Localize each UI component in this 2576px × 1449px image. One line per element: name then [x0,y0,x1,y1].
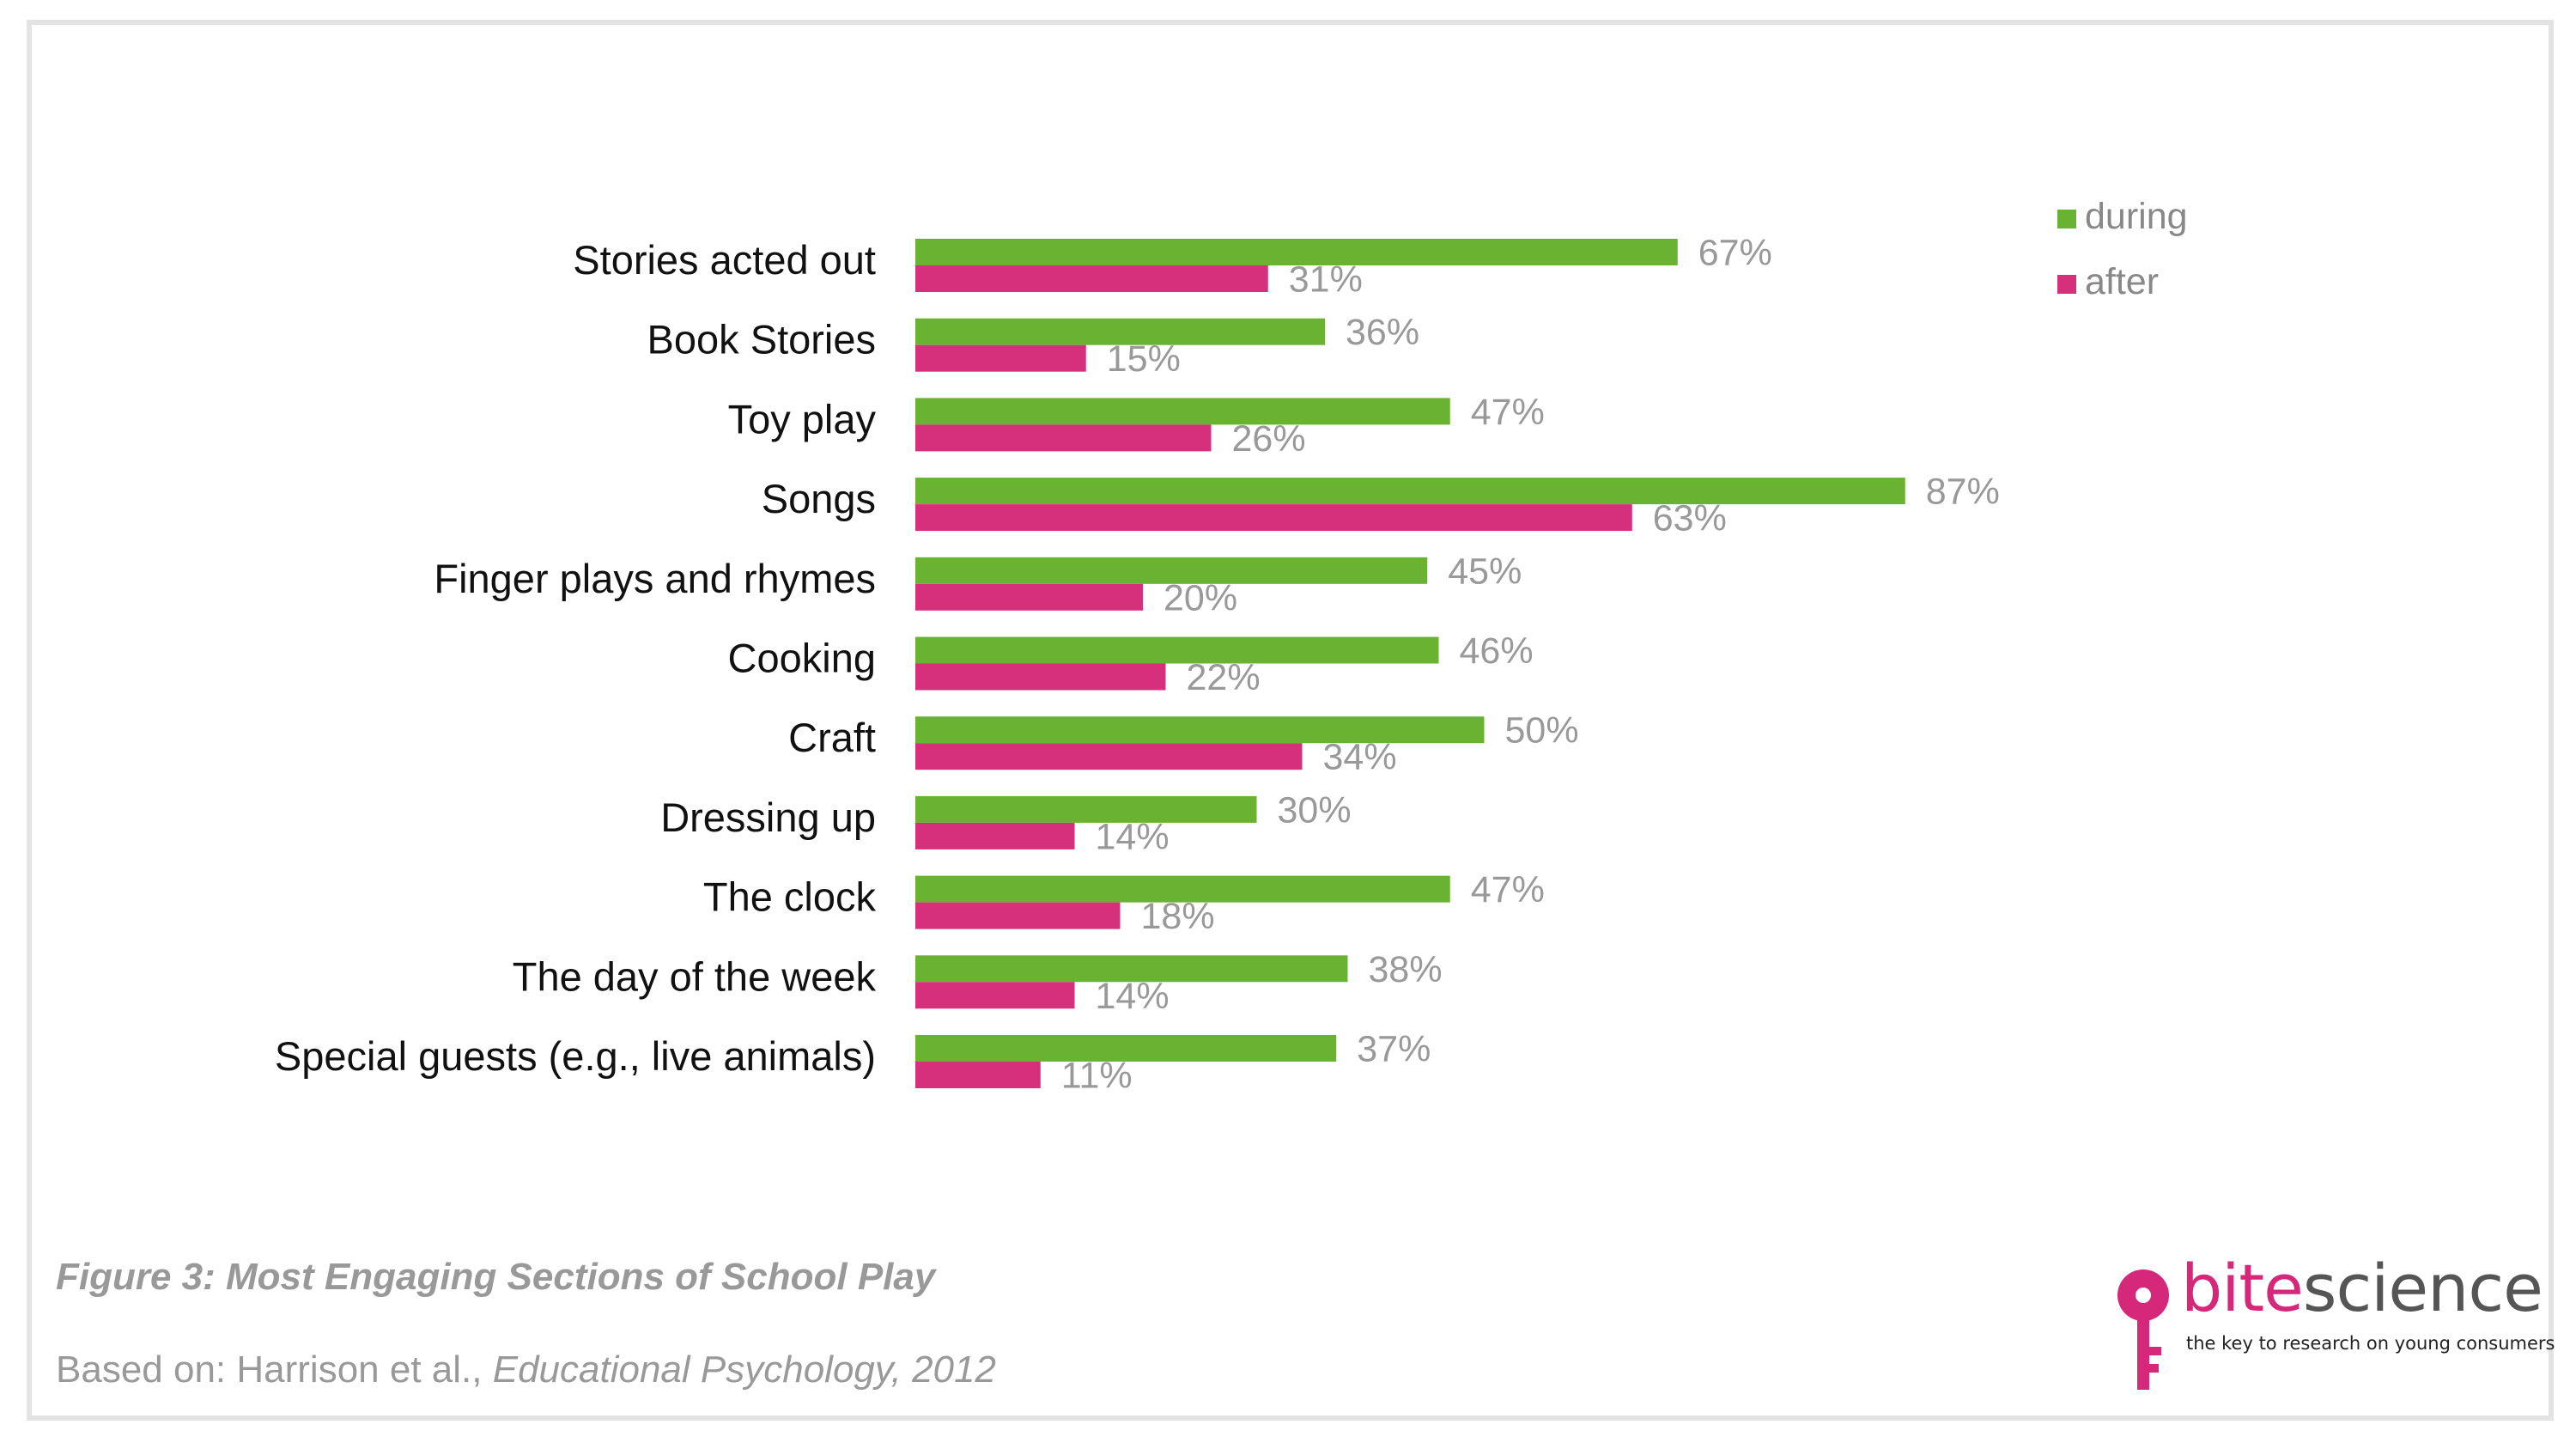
logo-tagline: the key to research on young consumers [2186,1333,2555,1354]
value-label-during: 45% [1448,551,1522,592]
legend-swatch-after [2057,275,2076,294]
source-journal: Educational Psychology, 2012 [492,1349,996,1391]
value-labels: 67% 31% 36% 15% 47% 26% 87% 63% 45% 20% 46% 22% 50% 3… [1061,233,2000,1097]
value-label-after: 20% [1163,577,1237,618]
source-authors: Based on: Harrison et al., [56,1349,493,1391]
value-label-after: 18% [1141,896,1215,937]
value-label-during: 30% [1278,789,1352,831]
bar-during [915,716,1485,744]
bar-after [915,982,1075,1009]
category-label: Toy play [728,396,877,441]
category-label: The day of the week [513,953,877,999]
bar-after [915,424,1212,452]
value-label-during: 46% [1460,630,1534,672]
category-label: Special guests (e.g., live animals) [275,1033,876,1079]
key-icon [2117,1269,2169,1390]
bar-during [915,318,1325,345]
value-label-during: 50% [1505,710,1579,752]
bar-during [915,398,1450,425]
logo-wordmark-science: science [2302,1250,2543,1326]
bar-after [915,265,1268,292]
value-label-during: 38% [1369,949,1443,990]
value-label-after: 22% [1187,657,1261,698]
chart-bars [915,239,1905,1088]
value-label-after: 34% [1323,737,1397,778]
value-label-after: 26% [1232,418,1306,460]
category-label: Stories acted out [573,237,876,283]
legend-label-during: during [2085,196,2188,237]
bar-after [915,822,1075,849]
value-label-during: 67% [1698,233,1772,274]
bar-after [915,663,1166,691]
legend: during after [2057,196,2188,302]
bar-after [915,504,1632,532]
bar-during [915,875,1450,903]
category-label: Dressing up [660,795,876,840]
bar-chart: Stories acted out Book Stories Toy play Son… [275,196,2188,1097]
bar-during [915,1035,1337,1062]
value-label-during: 47% [1471,392,1545,433]
category-label: Craft [788,715,876,760]
category-label: Cooking [728,636,876,681]
bar-after [915,344,1086,372]
category-label: Book Stories [647,317,876,362]
bitescience-logo: bitescience the key to research on young… [2112,1256,2555,1391]
bar-during [915,636,1439,664]
value-label-after: 15% [1107,338,1181,380]
category-label: Finger plays and rhymes [434,556,876,601]
bar-after [915,902,1121,929]
bar-after [915,743,1303,770]
logo-wordmark-bite: bite [2181,1250,2304,1326]
value-label-after: 31% [1289,259,1363,301]
bar-after [915,1062,1041,1088]
bar-during [915,239,1678,265]
value-label-during: 87% [1926,472,2000,513]
figure-caption: Figure 3: Most Engaging Sections of Scho… [56,1256,936,1298]
bar-during [915,478,1905,505]
category-labels: Stories acted out Book Stories Toy play Son… [275,237,877,1079]
bar-during [915,557,1428,584]
value-label-after: 11% [1061,1056,1133,1097]
value-label-during: 36% [1346,312,1419,353]
legend-label-after: after [2085,261,2159,302]
category-label: The clock [703,874,877,920]
legend-swatch-during [2057,210,2076,228]
logo-wordmark: bitescience [2181,1256,2543,1321]
category-label: Songs [762,476,876,521]
value-label-during: 37% [1357,1029,1431,1070]
figure-source: Based on: Harrison et al., Educational P… [56,1349,996,1391]
value-label-during: 47% [1471,869,1545,910]
value-label-after: 14% [1096,976,1170,1017]
value-label-after: 14% [1096,816,1170,857]
bar-during [915,795,1257,823]
value-label-after: 63% [1653,498,1727,539]
bar-during [915,955,1348,983]
bar-after [915,583,1143,611]
